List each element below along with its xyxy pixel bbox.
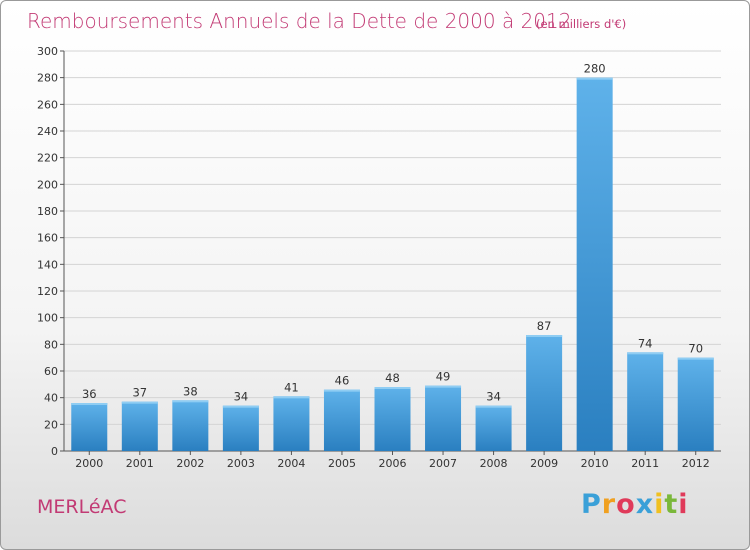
data-label: 41: [284, 380, 299, 394]
y-tick-label: 0: [51, 445, 58, 458]
bar-2006: [374, 387, 411, 451]
data-label: 74: [638, 336, 653, 350]
bar-2012: [677, 357, 714, 451]
bar-top-edge: [172, 400, 209, 403]
data-label: 34: [486, 390, 501, 404]
y-tick-label: 100: [37, 312, 58, 325]
y-tick-label: 240: [37, 125, 58, 138]
x-tick-label: 2000: [75, 457, 103, 470]
x-tick-label: 2002: [176, 457, 204, 470]
proxiti-logo: Proxiti: [581, 489, 689, 520]
data-label: 70: [688, 342, 703, 356]
bar-2010: [576, 77, 613, 452]
y-tick-label: 80: [44, 338, 58, 351]
y-tick-label: 120: [37, 285, 58, 298]
data-label: 38: [183, 384, 198, 398]
y-tick-label: 280: [37, 72, 58, 85]
x-tick-label: 2007: [429, 457, 457, 470]
bar-2000: [71, 403, 108, 451]
chart-unit: (en milliers d'€): [536, 17, 627, 31]
data-label: 46: [335, 374, 350, 388]
bar-2008: [475, 405, 512, 451]
y-tick-label: 40: [44, 392, 58, 405]
bar-top-edge: [71, 403, 108, 405]
bar-top-edge: [576, 77, 613, 80]
bar-top-edge: [627, 352, 664, 355]
x-tick-label: 2012: [682, 457, 710, 470]
bar-top-edge: [425, 385, 462, 388]
data-label: 48: [385, 371, 400, 385]
bar-top-edge: [677, 357, 714, 360]
data-label: 87: [537, 319, 552, 333]
bar-2004: [273, 396, 310, 451]
bar-2005: [323, 389, 360, 451]
x-tick-label: 2003: [227, 457, 255, 470]
bar-2007: [425, 385, 462, 451]
y-tick-label: 260: [37, 98, 58, 111]
x-tick-label: 2010: [581, 457, 609, 470]
y-tick-label: 220: [37, 152, 58, 165]
data-label: 280: [584, 62, 606, 76]
bar-top-edge: [121, 401, 158, 404]
y-tick-label: 200: [37, 178, 58, 191]
y-tick-label: 300: [37, 45, 58, 58]
x-tick-label: 2011: [631, 457, 659, 470]
bar-top-edge: [323, 389, 360, 392]
x-tick-label: 2001: [126, 457, 154, 470]
bar-top-edge: [526, 335, 563, 337]
x-tick-label: 2006: [379, 457, 407, 470]
commune-name: MERLéAC: [37, 496, 127, 518]
chart-title: Remboursements Annuels de la Dette de 20…: [27, 9, 572, 33]
y-tick-label: 180: [37, 205, 58, 218]
data-label: 49: [436, 370, 451, 384]
y-tick-label: 140: [37, 258, 58, 271]
data-label: 37: [132, 386, 147, 400]
y-tick-label: 60: [44, 365, 58, 378]
bar-2001: [121, 401, 158, 451]
x-tick-label: 2004: [277, 457, 305, 470]
bar-2003: [222, 405, 259, 451]
bar-top-edge: [273, 396, 310, 399]
data-label: 36: [82, 387, 97, 401]
y-tick-label: 160: [37, 232, 58, 245]
bars: [71, 77, 714, 452]
bar-top-edge: [222, 405, 259, 408]
x-tick-label: 2009: [530, 457, 558, 470]
bar-2009: [526, 335, 563, 451]
bar-2002: [172, 400, 209, 451]
labels: 0 20 40 60 80 100 120 140 160 180 200 220 240 260 280 3…: [37, 45, 710, 470]
x-tick-label: 2008: [480, 457, 508, 470]
x-tick-label: 2005: [328, 457, 356, 470]
bar-top-edge: [374, 387, 411, 389]
bar-2011: [627, 352, 664, 451]
data-label: 34: [234, 390, 249, 404]
y-tick-label: 20: [44, 418, 58, 431]
bar-top-edge: [475, 405, 512, 408]
